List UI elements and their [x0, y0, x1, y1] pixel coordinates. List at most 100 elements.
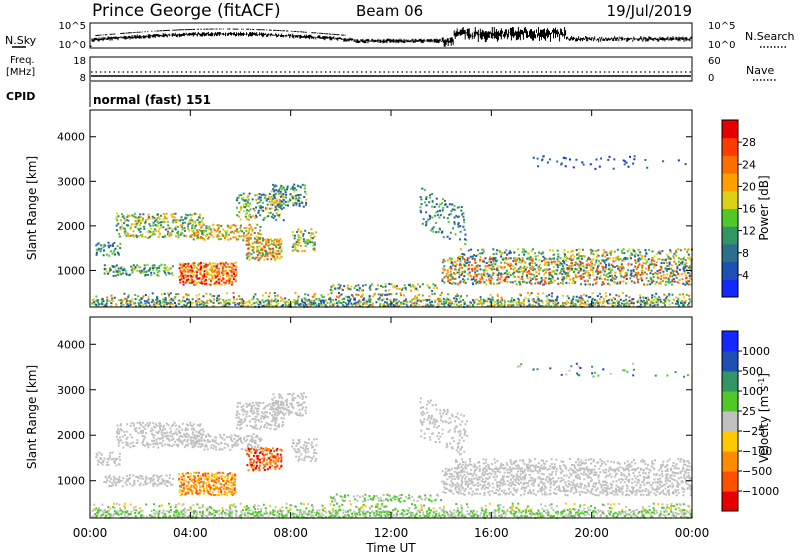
power-colorbar-label: Power [dB] — [757, 175, 771, 240]
cpid-value: normal (fast) 151 — [93, 93, 211, 107]
nave-label: Nave — [746, 64, 774, 77]
colorbar-swatch — [722, 155, 738, 174]
noise-left-tick-top: 10^5 — [59, 21, 86, 32]
noise-sky-trace — [89, 27, 692, 47]
colorbar-swatch — [722, 279, 738, 298]
freq-tick-bottom: 8 — [80, 73, 86, 84]
colorbar-tick-label: 8 — [742, 247, 749, 260]
colorbar-tick-label: 16 — [742, 203, 756, 216]
velocity-colorbar: 1000 500 100 25 −25 −100 −500 −1000 — [721, 330, 779, 512]
y-tick-label: 2000 — [57, 220, 85, 233]
colorbar-tick-label: 4 — [742, 269, 749, 282]
beam-label: Beam 06 — [356, 2, 423, 20]
x-tick-label: 12:00 — [374, 526, 409, 540]
velocity-heatmap — [91, 362, 693, 519]
colorbar-swatch — [722, 331, 738, 352]
power-colorbar: 4 8 12 16 20 24 28 — [721, 119, 756, 298]
colorbar-swatch — [722, 351, 738, 372]
power-heatmap — [91, 155, 693, 308]
colorbar-swatch — [722, 120, 738, 139]
velocity-panel: 1000 2000 3000 4000 Slant Range [km] 1000 50… — [25, 316, 779, 519]
noise-search-label: N.Search — [745, 30, 795, 43]
noise-panel: N.Sky 10^5 10^0 10^5 10^0 N.Search — [5, 21, 795, 51]
x-tick-label: 00:00 — [73, 526, 108, 540]
colorbar-swatch — [722, 208, 738, 227]
colorbar-tick-label: 12 — [742, 225, 756, 238]
velocity-ylabel: Slant Range [km] — [25, 365, 39, 469]
y-tick-label: 4000 — [57, 131, 85, 144]
heatmap-cells — [91, 185, 692, 308]
colorbar-swatch — [722, 190, 738, 209]
y-tick-label: 2000 — [57, 429, 85, 442]
colorbar-tick-label: 24 — [742, 158, 756, 171]
heatmap-cells — [95, 184, 693, 308]
colorbar-swatch — [722, 261, 738, 280]
colorbar-swatch — [722, 173, 738, 192]
noise-left-tick-bottom: 10^0 — [59, 40, 86, 51]
nave-tick-top: 60 — [708, 56, 721, 67]
heatmap-cells — [92, 155, 691, 308]
heatmap-cells — [246, 447, 283, 472]
cpid-label: CPID — [6, 90, 35, 103]
heatmap-cells — [94, 363, 693, 519]
colorbar-tick-label: 100 — [742, 385, 763, 398]
heatmap-cells — [102, 192, 693, 308]
x-tick-label: 08:00 — [273, 526, 308, 540]
x-tick-label: 04:00 — [173, 526, 208, 540]
colorbar-tick-label: 25 — [742, 405, 756, 418]
x-tick-label: 00:00 — [675, 526, 710, 540]
heatmap-cells — [93, 471, 690, 511]
colorbar-tick-label: 28 — [742, 136, 756, 149]
colorbar-swatch — [722, 411, 738, 432]
freq-label: Freq. — [10, 55, 35, 66]
noise-right-tick-bottom: 10^0 — [708, 40, 735, 51]
colorbar-swatch — [722, 226, 738, 245]
power-axis: 1000 2000 3000 4000 — [57, 110, 693, 307]
freq-panel: Freq. [MHz] 18 8 60 0 Nave — [6, 55, 777, 84]
colorbar-tick-label: 1000 — [742, 345, 770, 358]
noise-search-trace — [95, 28, 346, 36]
velocity-axis: 1000 2000 3000 4000 — [57, 317, 693, 518]
heatmap-cells — [532, 362, 635, 377]
power-panel: 1000 2000 3000 4000 Slant Range [km] 4 8 12 16… — [25, 109, 771, 308]
heatmap-cells — [91, 362, 693, 519]
noise-sky-label: N.Sky — [5, 34, 37, 47]
colorbar-swatch — [722, 371, 738, 392]
y-tick-label: 3000 — [57, 384, 85, 397]
y-tick-label: 3000 — [57, 175, 85, 188]
colorbar-tick-label: −500 — [742, 465, 772, 478]
noise-right-tick-top: 10^5 — [708, 21, 735, 32]
freq-tick-top: 18 — [73, 56, 86, 67]
date-label: 19/Jul/2019 — [607, 2, 692, 20]
colorbar-tick-label: −25 — [742, 425, 765, 438]
colorbar-swatch — [722, 451, 738, 472]
colorbar-swatch — [722, 391, 738, 412]
heatmap-cells — [536, 365, 685, 378]
freq-unit: [MHz] — [6, 67, 35, 78]
station-title: Prince George (fitACF) — [92, 1, 281, 21]
y-tick-label: 1000 — [57, 264, 85, 277]
noise-trace — [89, 27, 692, 47]
colorbar-frame — [721, 330, 739, 512]
colorbar-tick-label: 20 — [742, 180, 756, 193]
y-tick-label: 1000 — [57, 475, 85, 488]
time-axis: 00:00 04:00 08:00 12:00 16:00 20:00 00:00 — [73, 526, 710, 540]
heatmap-cells — [562, 155, 680, 170]
x-tick-label: 20:00 — [574, 526, 609, 540]
x-tick-label: 16:00 — [474, 526, 509, 540]
colorbar-tick-label: −1000 — [742, 485, 779, 498]
colorbar-tick-label: 500 — [742, 365, 763, 378]
colorbar-swatch — [722, 243, 738, 263]
x-axis-label: Time UT — [365, 541, 416, 554]
colorbar-swatch — [722, 137, 738, 156]
colorbar-swatch — [722, 471, 738, 492]
colorbar-swatch — [722, 431, 738, 452]
colorbar-swatch — [722, 491, 738, 512]
power-ylabel: Slant Range [km] — [25, 156, 39, 260]
colorbar-tick-label: −100 — [742, 445, 772, 458]
velocity-colorbar-label: Velocity [m s-1] — [757, 373, 771, 463]
y-tick-label: 4000 — [57, 338, 85, 351]
heatmap-cells — [91, 184, 693, 308]
nave-tick-bottom: 0 — [708, 73, 714, 84]
